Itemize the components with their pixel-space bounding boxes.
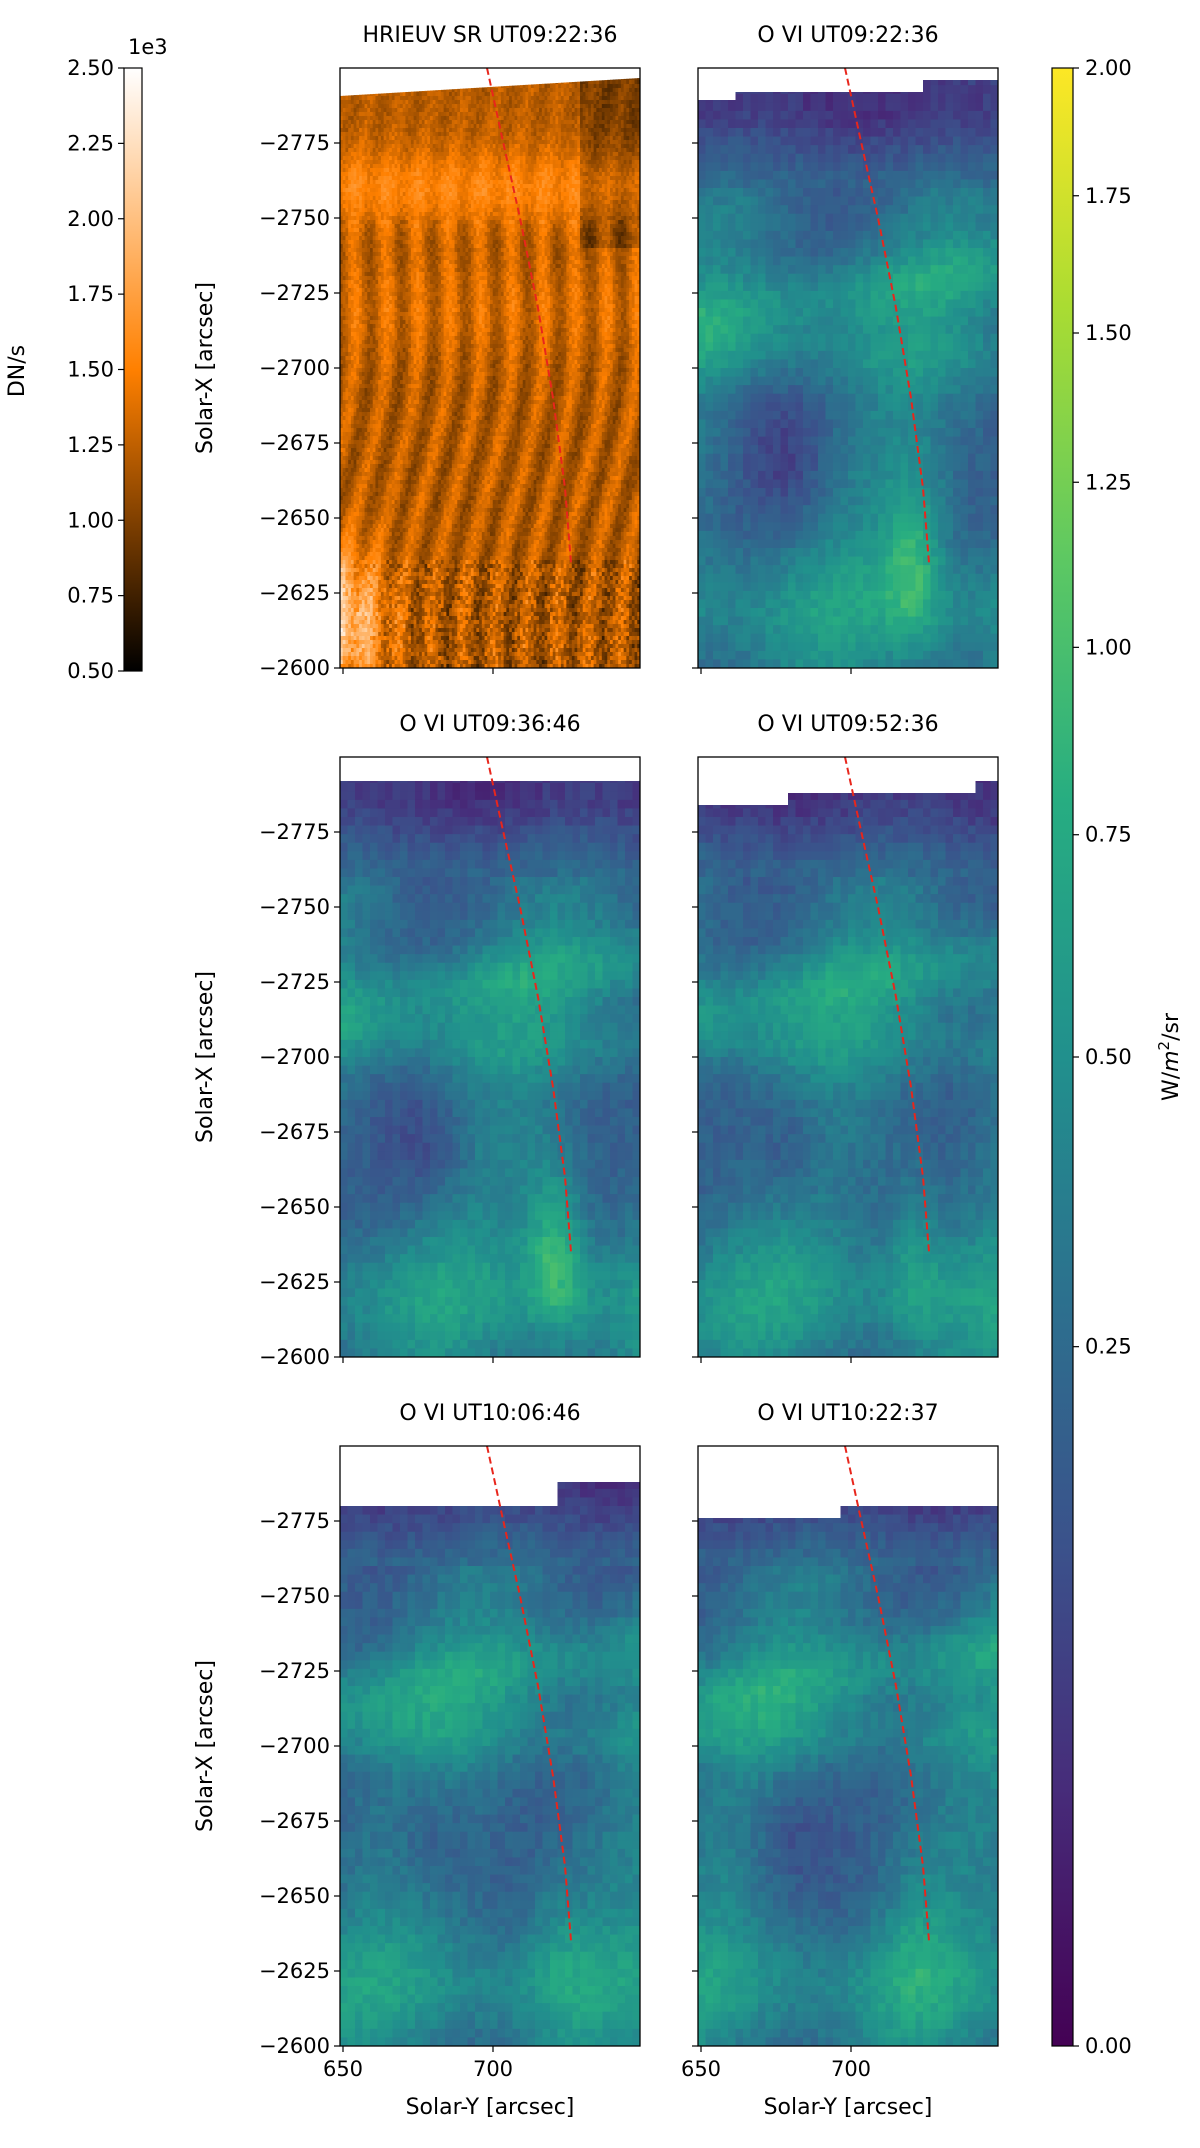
colorbar-left-tick-label: 0.50	[67, 659, 114, 683]
panel-6-title: O VI UT10:22:37	[757, 1401, 938, 1426]
panel-2-image	[698, 80, 998, 668]
y-tick-label: −2650	[259, 1195, 330, 1219]
panel-3-image	[340, 781, 640, 1357]
colorbar-left-gradient	[124, 68, 142, 671]
colorbar-right-label-part: m	[1159, 1050, 1184, 1071]
panel-1-title: HRIEUV SR UT09:22:36	[363, 23, 618, 48]
panel-2-trace-curve	[844, 68, 930, 564]
colorbar-left-label: DN/s	[5, 345, 30, 397]
colorbar-right-tick-label: 0.50	[1085, 1045, 1132, 1069]
colorbar-right-gradient	[1052, 68, 1073, 2046]
y-tick-label: −2625	[259, 581, 330, 605]
x-tick-label: 700	[831, 2057, 871, 2081]
panel-3-trace-curve	[486, 757, 572, 1253]
panel-5-trace-curve	[486, 1446, 572, 1942]
y-tick-label: −2675	[259, 1120, 330, 1144]
panel-6: O VI UT10:22:37 650 700 Solar-Y [arcsec]	[681, 1401, 999, 2120]
colorbar-left-tick-label: 1.25	[67, 433, 114, 457]
panel-6-image	[698, 1506, 998, 2046]
panel-4-image	[698, 781, 998, 1357]
colorbar-left-multiplier: 1e3	[128, 35, 168, 59]
colorbar-right-tick-label: 2.00	[1085, 56, 1132, 80]
colorbar-right-label-part: 2	[1155, 1041, 1173, 1051]
panel-1-trace-curve	[486, 68, 572, 564]
colorbar-left-tick-label: 2.25	[67, 131, 114, 155]
colorbar-right-tick-label: 1.75	[1085, 184, 1132, 208]
colorbar-right-tick-label: 0.00	[1085, 2034, 1132, 2058]
panel-1-ylabel: Solar-X [arcsec]	[193, 282, 218, 454]
y-tick-label: −2625	[259, 1959, 330, 1983]
y-tick-label: −2675	[259, 1809, 330, 1833]
panel-3-title: O VI UT09:36:46	[399, 712, 580, 737]
colorbar-left: 0.50 0.75 1.00 1.25 1.50 1.75 2.00 2.25 2.50 1e3 D…	[5, 35, 168, 683]
colorbar-right-label-part: /sr	[1159, 1012, 1184, 1041]
y-tick-label: −2750	[259, 1584, 330, 1608]
panel-3: O VI UT09:36:46 −2775 −2750 −2725 −2700 −2675…	[193, 712, 641, 1369]
y-tick-label: −2600	[259, 656, 330, 680]
y-tick-label: −2750	[259, 206, 330, 230]
y-tick-label: −2625	[259, 1270, 330, 1294]
y-tick-label: −2750	[259, 895, 330, 919]
colorbar-left-tick-label: 2.00	[67, 207, 114, 231]
y-tick-label: −2600	[259, 2034, 330, 2058]
panel-4-trace-curve	[844, 757, 930, 1253]
colorbar-right-tick-label: 0.25	[1085, 1335, 1132, 1359]
panel-6-xlabel: Solar-Y [arcsec]	[764, 2095, 933, 2120]
y-tick-label: −2725	[259, 1659, 330, 1683]
panel-6-trace-curve	[844, 1446, 930, 1942]
y-tick-label: −2700	[259, 356, 330, 380]
panel-1-image	[340, 78, 640, 668]
y-tick-label: −2650	[259, 506, 330, 530]
x-tick-label: 650	[681, 2057, 721, 2081]
panel-2-title: O VI UT09:22:36	[757, 23, 938, 48]
colorbar-right: 0.00 0.25 0.50 0.75 1.00 1.25 1.50 1.75 2.00 W/m2…	[1051, 56, 1184, 2058]
colorbar-left-tick-label: 2.50	[67, 56, 114, 80]
panel-5-image	[340, 1482, 640, 2046]
panel-4-title: O VI UT09:52:36	[757, 712, 938, 737]
y-tick-label: −2700	[259, 1734, 330, 1758]
y-tick-label: −2600	[259, 1345, 330, 1369]
colorbar-right-label-part: W/	[1159, 1071, 1184, 1101]
panel-5-title: O VI UT10:06:46	[399, 1401, 580, 1426]
x-tick-label: 700	[473, 2057, 513, 2081]
y-tick-label: −2725	[259, 970, 330, 994]
x-tick-label: 650	[323, 2057, 363, 2081]
y-tick-label: −2775	[259, 131, 330, 155]
panel-5-xlabel: Solar-Y [arcsec]	[406, 2095, 575, 2120]
colorbar-right-tick-label: 1.50	[1085, 321, 1132, 345]
y-tick-label: −2700	[259, 1045, 330, 1069]
y-tick-label: −2775	[259, 820, 330, 844]
y-tick-label: −2775	[259, 1509, 330, 1533]
colorbar-left-tick-label: 0.75	[67, 584, 114, 608]
colorbar-left-tick-label: 1.75	[67, 282, 114, 306]
panel-5: O VI UT10:06:46 −2775 −2750 −2725 −2700 −2675…	[193, 1401, 641, 2120]
panel-5-ylabel: Solar-X [arcsec]	[193, 1660, 218, 1832]
panel-2: O VI UT09:22:36	[692, 23, 999, 674]
y-tick-label: −2650	[259, 1884, 330, 1908]
colorbar-right-tick-label: 0.75	[1085, 823, 1132, 847]
colorbar-left-tick-label: 1.00	[67, 508, 114, 532]
y-tick-label: −2725	[259, 281, 330, 305]
colorbar-right-tick-label: 1.00	[1085, 635, 1132, 659]
colorbar-right-tick-label: 1.25	[1085, 470, 1132, 494]
panel-1: HRIEUV SR UT09:22:36 −2775 −2750 −2725 −2700…	[193, 23, 641, 680]
colorbar-right-label: W/m2/sr	[1155, 1012, 1184, 1101]
y-tick-label: −2675	[259, 431, 330, 455]
colorbar-left-tick-label: 1.50	[67, 358, 114, 382]
panel-4: O VI UT09:52:36	[692, 712, 999, 1363]
panel-3-ylabel: Solar-X [arcsec]	[193, 971, 218, 1143]
